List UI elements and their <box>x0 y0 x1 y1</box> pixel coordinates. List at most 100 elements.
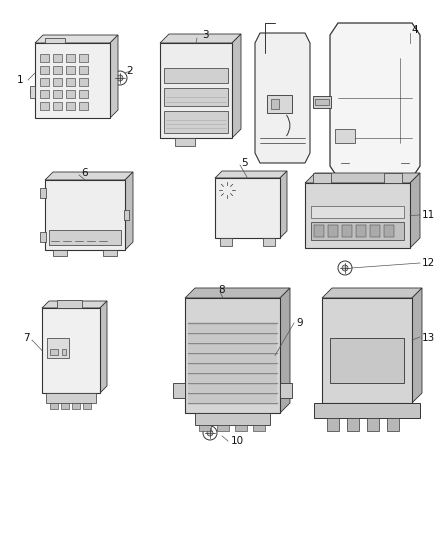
Polygon shape <box>160 34 241 43</box>
Polygon shape <box>280 383 292 398</box>
Bar <box>53 66 62 74</box>
Circle shape <box>182 139 188 145</box>
Text: 11: 11 <box>421 210 434 220</box>
Bar <box>330 338 404 383</box>
Polygon shape <box>35 35 118 43</box>
Bar <box>356 225 366 237</box>
Circle shape <box>361 355 373 367</box>
Circle shape <box>92 348 98 354</box>
Bar <box>335 129 355 143</box>
Bar <box>327 418 339 431</box>
Bar <box>235 425 247 431</box>
Bar <box>45 180 125 250</box>
Polygon shape <box>185 288 290 298</box>
Polygon shape <box>215 171 287 178</box>
Bar <box>347 418 359 431</box>
Bar <box>50 349 58 355</box>
Bar <box>40 78 49 86</box>
Bar <box>314 225 324 237</box>
Polygon shape <box>42 301 107 308</box>
Bar <box>49 230 121 245</box>
Bar <box>217 425 229 431</box>
Polygon shape <box>313 173 331 183</box>
Polygon shape <box>412 288 422 403</box>
Text: 3: 3 <box>201 30 208 40</box>
Bar <box>195 413 270 425</box>
Circle shape <box>338 261 352 275</box>
Bar <box>66 54 75 62</box>
Bar <box>367 418 379 431</box>
Bar <box>47 338 69 358</box>
Bar <box>220 238 232 246</box>
Circle shape <box>342 265 348 271</box>
Bar <box>72 403 80 409</box>
Bar <box>83 403 91 409</box>
Polygon shape <box>280 171 287 238</box>
Bar <box>79 102 88 110</box>
Bar <box>188 373 277 383</box>
Bar <box>199 425 211 431</box>
Polygon shape <box>110 35 118 118</box>
Bar <box>188 353 277 363</box>
Bar <box>160 43 232 138</box>
Circle shape <box>117 75 123 81</box>
Bar <box>387 418 399 431</box>
Bar <box>311 206 404 218</box>
Circle shape <box>203 426 217 440</box>
Bar <box>53 78 62 86</box>
Circle shape <box>266 239 272 245</box>
Circle shape <box>283 387 290 394</box>
Bar <box>271 99 279 109</box>
Text: 12: 12 <box>421 258 434 268</box>
Circle shape <box>176 387 183 394</box>
Circle shape <box>339 157 351 169</box>
Bar <box>40 66 49 74</box>
Bar <box>79 78 88 86</box>
Text: 10: 10 <box>230 436 244 446</box>
Bar <box>322 298 412 403</box>
Circle shape <box>223 186 231 194</box>
Polygon shape <box>100 301 107 393</box>
Polygon shape <box>280 288 290 413</box>
Bar <box>50 403 58 409</box>
Bar <box>311 222 404 240</box>
Bar <box>267 95 292 113</box>
Bar <box>40 188 46 198</box>
Bar <box>40 90 49 98</box>
Bar <box>370 225 380 237</box>
Circle shape <box>218 181 236 199</box>
Bar <box>164 111 228 133</box>
Circle shape <box>223 239 229 245</box>
Bar <box>328 225 338 237</box>
Bar <box>53 250 67 256</box>
Bar <box>46 393 96 403</box>
Text: 1: 1 <box>17 75 23 85</box>
Bar <box>40 54 49 62</box>
Bar <box>66 66 75 74</box>
Text: 5: 5 <box>242 158 248 168</box>
Polygon shape <box>125 172 133 250</box>
Bar <box>188 363 277 373</box>
Bar <box>185 298 280 413</box>
Bar <box>66 90 75 98</box>
Bar <box>188 343 277 353</box>
Bar <box>305 183 410 248</box>
Bar <box>53 90 62 98</box>
Bar <box>314 403 420 418</box>
Circle shape <box>370 30 380 40</box>
Circle shape <box>113 71 127 85</box>
Bar <box>35 43 110 118</box>
Bar <box>45 38 65 43</box>
Circle shape <box>31 90 35 94</box>
Polygon shape <box>410 173 420 248</box>
Bar <box>342 225 352 237</box>
Bar <box>40 102 49 110</box>
Polygon shape <box>305 173 420 183</box>
Polygon shape <box>255 33 310 163</box>
Bar <box>253 425 265 431</box>
Circle shape <box>207 430 213 436</box>
Bar <box>175 138 195 146</box>
Bar <box>313 96 331 108</box>
Bar <box>215 178 280 238</box>
Text: 4: 4 <box>412 25 418 35</box>
